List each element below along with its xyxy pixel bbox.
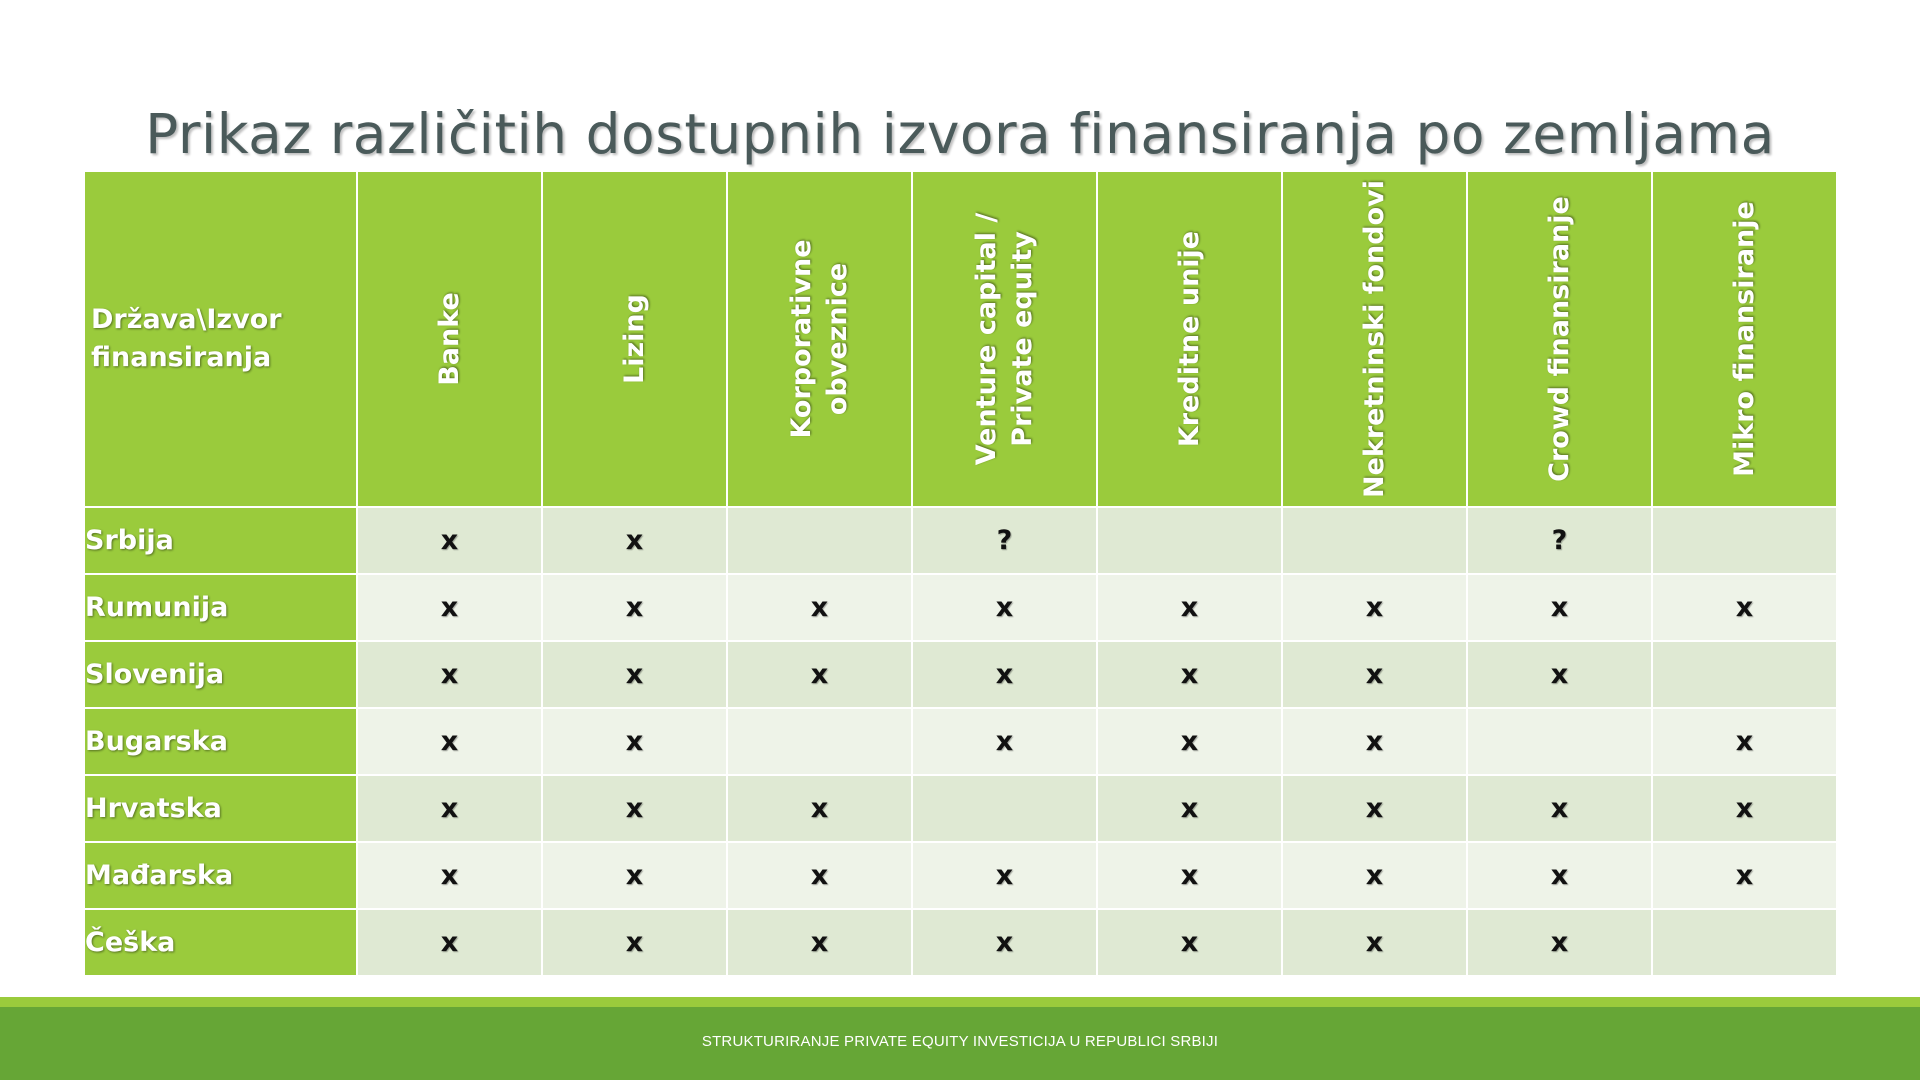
table-cell: x [1466,774,1653,843]
table-cell: x [911,841,1098,910]
table-row: Bugarska x x x x x x [83,707,1838,776]
column-header-label: Banke [433,292,465,386]
column-header-label: Venture capital / Private equity [970,212,1038,466]
table-cell: x [911,640,1098,709]
row-label-country: Rumunija [83,573,358,642]
table-cell: x [726,640,913,709]
table-cell: x [1651,841,1838,910]
table-row: Slovenija x x x x x x x [83,640,1838,709]
table-cell: x [1651,573,1838,642]
table-row: Srbija x x?? [83,506,1838,575]
footer-accent-bar [0,997,1920,1007]
table-row: Hrvatska x x x x x x x [83,774,1838,843]
table-cell [1651,640,1838,709]
table-cell: x [356,573,543,642]
table-cell: x [1096,640,1283,709]
column-header-kreditne-unije: Kreditne unije [1096,170,1283,508]
table-cell: x [1096,774,1283,843]
table-cell [726,506,913,575]
table-cell: x [541,707,728,776]
table-cell: x [541,640,728,709]
column-header-lizing: Lizing [541,170,728,508]
column-header-crowd-finansiranje: Crowd finansiranje [1466,170,1653,508]
table-row: Mađarska x x x x x x x x [83,841,1838,910]
table-cell: ? [1466,506,1653,575]
table-cell: x [1096,573,1283,642]
column-header-label: Mikro finansiranje [1728,201,1760,477]
row-label-country: Srbija [83,506,358,575]
row-label-country: Češka [83,908,358,977]
column-header-label: Nekretninski fondovi [1358,179,1390,499]
table-cell: x [1466,640,1653,709]
table-row: Rumunija x x x x x x x x [83,573,1838,642]
table-cell: x [356,908,543,977]
row-label-country: Hrvatska [83,774,358,843]
table-cell [1651,908,1838,977]
column-header-mikro-finansiranje: Mikro finansiranje [1651,170,1838,508]
table-cell: x [541,573,728,642]
table-cell: x [541,506,728,575]
footer: STRUKTURIRANJE PRIVATE EQUITY INVESTICIJ… [0,1007,1920,1080]
column-header-label: Korporativne obveznice [785,239,853,439]
table-header-row: Država\Izvor finansiranja Banke Lizing K… [83,170,1838,508]
table-cell: x [1096,841,1283,910]
table-cell: x [911,707,1098,776]
table-cell: x [1466,841,1653,910]
row-label-country: Mađarska [83,841,358,910]
column-header-korporativne-obveznice: Korporativne obveznice [726,170,913,508]
table-cell: ? [911,506,1098,575]
table-cell: x [911,573,1098,642]
table-cell [911,774,1098,843]
table-cell: x [541,774,728,843]
table-cell: x [356,506,543,575]
column-header-label: Lizing [618,294,650,384]
table-cell: x [726,841,913,910]
financing-sources-table: Država\Izvor finansiranja Banke Lizing K… [83,170,1838,977]
table-cell: x [1281,774,1468,843]
column-header-banke: Banke [356,170,543,508]
table-cell: x [726,573,913,642]
table-cell: x [1651,774,1838,843]
column-header-venture-capital: Venture capital / Private equity [911,170,1098,508]
row-label-country: Slovenija [83,640,358,709]
table-cell: x [1651,707,1838,776]
table-cell: x [541,908,728,977]
table-cell: x [356,640,543,709]
table-cell: x [356,774,543,843]
table-cell [1281,506,1468,575]
table-cell: x [1281,908,1468,977]
table-corner-header: Država\Izvor finansiranja [83,170,358,508]
table-cell: x [1281,707,1468,776]
table-cell: x [1281,573,1468,642]
table-cell [1466,707,1653,776]
table-cell: x [1466,908,1653,977]
table-row: Češka x x x x x x x [83,908,1838,977]
column-header-label: Crowd finansiranje [1543,196,1575,482]
row-label-country: Bugarska [83,707,358,776]
table-cell: x [911,908,1098,977]
table-cell: x [541,841,728,910]
table-cell [1096,506,1283,575]
table-cell: x [726,908,913,977]
table-cell: x [1281,640,1468,709]
table-cell [726,707,913,776]
table-cell: x [1466,573,1653,642]
page-title: Prikaz različitih dostupnih izvora finan… [145,102,1775,166]
table-cell: x [356,707,543,776]
table-cell: x [356,841,543,910]
table-cell: x [726,774,913,843]
table-cell: x [1281,841,1468,910]
column-header-nekretninski-fondovi: Nekretninski fondovi [1281,170,1468,508]
table-cell: x [1096,908,1283,977]
table-body: Srbija x x?? Rumunija x x x x x x x x Slovenija x x x x x… [83,506,1838,977]
table-cell [1651,506,1838,575]
column-header-label: Kreditne unije [1173,230,1205,448]
table-cell: x [1096,707,1283,776]
